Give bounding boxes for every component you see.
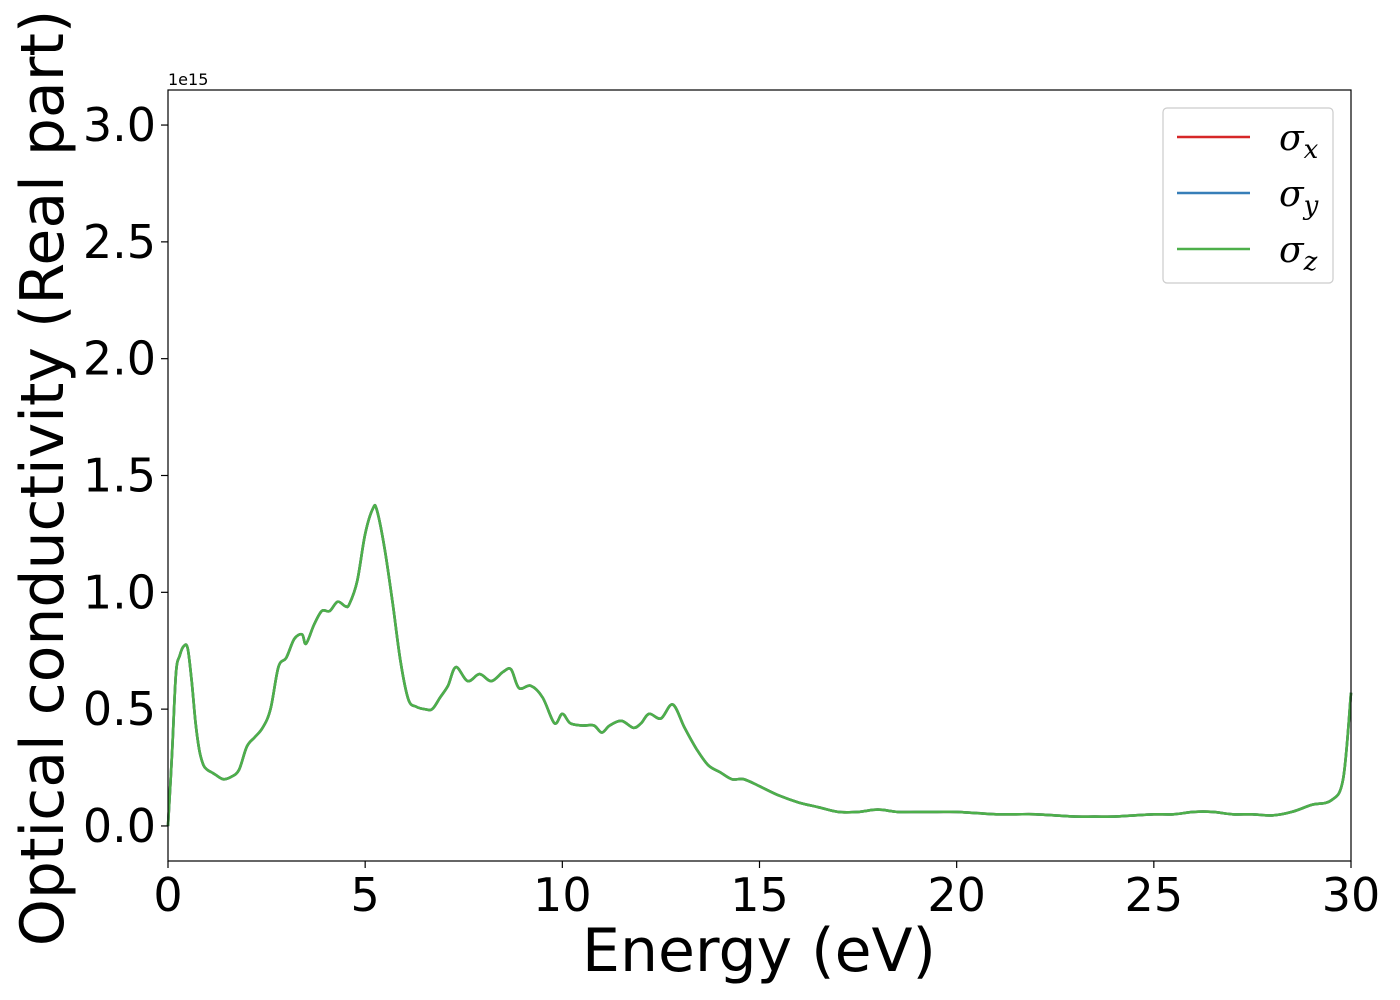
x-tick-label: 0 xyxy=(153,868,182,922)
x-axis-title: Energy (eV) xyxy=(582,916,936,986)
legend: σx σy σz xyxy=(1162,107,1334,284)
y-axis: 0.0 0.5 1.0 1.5 2.0 2.5 3.0 xyxy=(83,98,168,853)
y-tick-label: 1.0 xyxy=(83,565,156,619)
legend-label: σy xyxy=(1279,174,1319,221)
x-tick-label: 10 xyxy=(533,868,592,922)
x-tick-label: 5 xyxy=(351,868,380,922)
y-tick-label: 0.0 xyxy=(83,799,156,853)
x-tick-label: 25 xyxy=(1125,868,1184,922)
legend-label: σz xyxy=(1279,230,1318,277)
x-tick-label: 20 xyxy=(927,868,986,922)
series-line-z xyxy=(166,503,1353,827)
y-offset-label: 1e15 xyxy=(168,70,208,89)
y-tick-label: 0.5 xyxy=(83,682,156,736)
y-tick-label: 2.0 xyxy=(83,332,156,386)
legend-label: σx xyxy=(1279,118,1319,165)
y-tick-label: 1.5 xyxy=(83,449,156,503)
y-tick-label: 2.5 xyxy=(83,215,156,269)
y-tick-label: 3.0 xyxy=(83,98,156,152)
legend-box xyxy=(1162,107,1334,284)
y-axis-title: Optical conductivity (Real part) xyxy=(8,10,78,947)
x-tick-label: 15 xyxy=(730,868,789,922)
series-layer xyxy=(166,503,1353,827)
x-tick-label: 30 xyxy=(1322,868,1381,922)
x-axis: 0 5 10 15 20 25 30 xyxy=(153,861,1380,922)
